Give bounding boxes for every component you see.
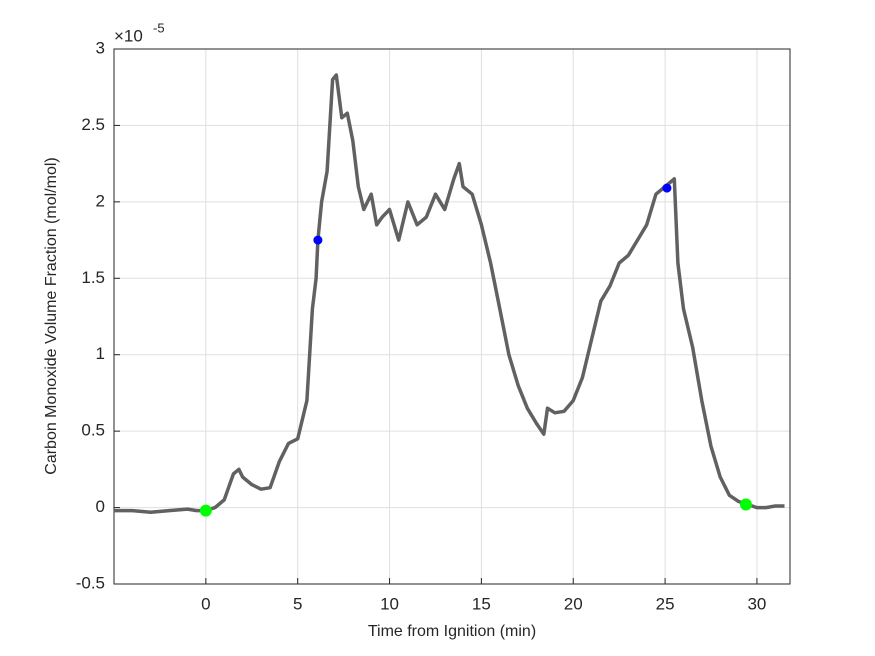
y-tick-label: 3 [96, 38, 105, 57]
x-tick-label: 20 [564, 594, 583, 613]
marker [662, 183, 672, 193]
data-line [114, 73, 785, 514]
y-tick-label: 2.5 [81, 115, 105, 134]
x-tick-label: 10 [380, 594, 399, 613]
y-multiplier: ×10 [114, 26, 143, 45]
x-tick-label: 5 [293, 594, 302, 613]
marker [199, 504, 212, 517]
y-tick-label: 0.5 [81, 421, 105, 440]
x-tick-label: 25 [656, 594, 675, 613]
marker [313, 235, 323, 245]
y-tick-label: 1 [96, 344, 105, 363]
plot-area [114, 49, 790, 584]
y-exponent: -5 [153, 20, 165, 35]
x-tick-label: 30 [747, 594, 766, 613]
x-tick-label: 15 [472, 594, 491, 613]
y-tick-label: -0.5 [76, 573, 105, 592]
y-axis-label: Carbon Monoxide Volume Fraction (mol/mol… [43, 157, 60, 474]
y-tick-label: 1.5 [81, 268, 105, 287]
x-tick-label: 0 [201, 594, 210, 613]
marker [739, 498, 752, 511]
y-tick-label: 2 [96, 191, 105, 210]
axes-box [113, 48, 791, 585]
y-tick-label: 0 [96, 497, 105, 516]
x-axis-label: Time from Ignition (min) [368, 623, 536, 640]
